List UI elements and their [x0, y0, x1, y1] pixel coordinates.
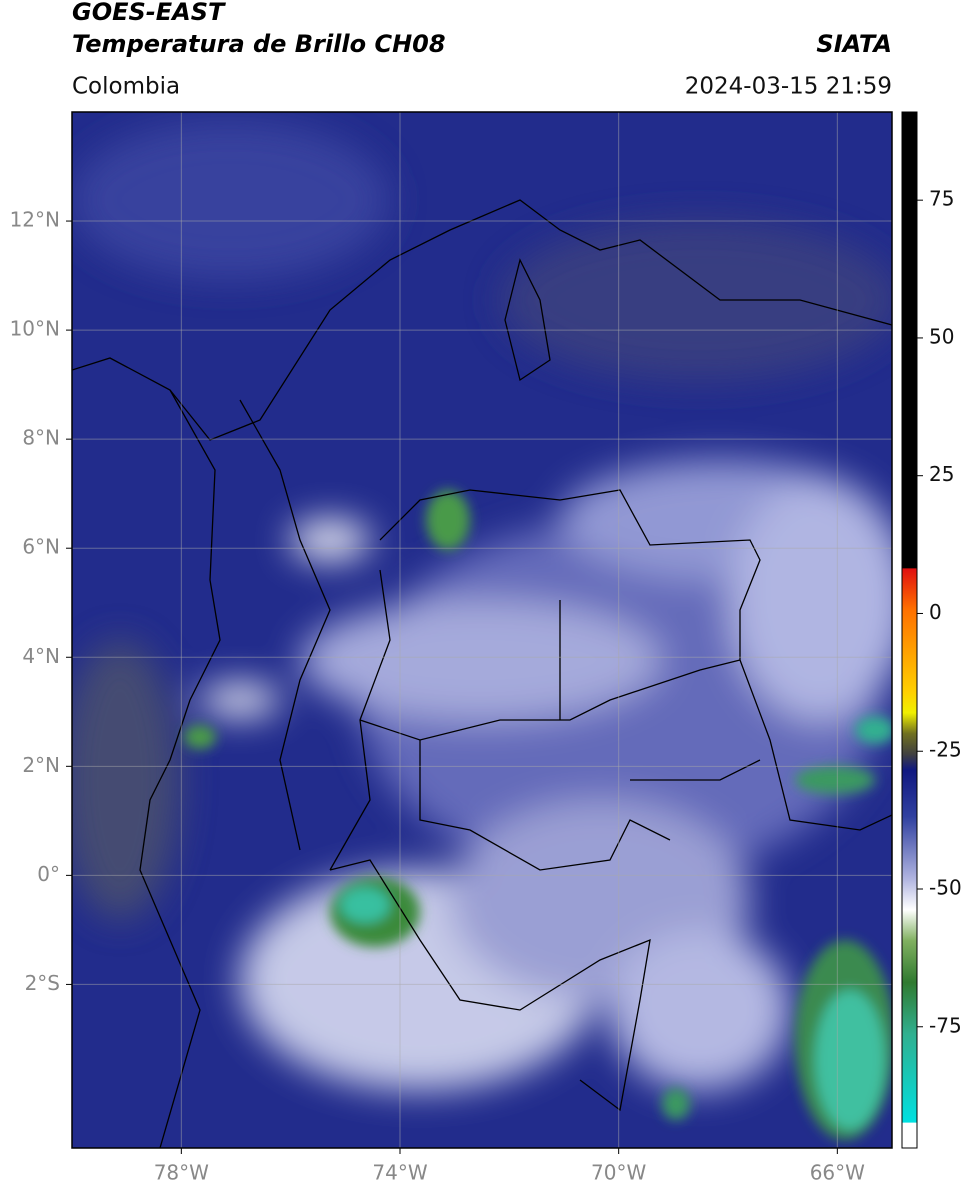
- x-tick-label: 66°W: [810, 1161, 865, 1185]
- x-tick-label: 70°W: [591, 1161, 646, 1185]
- title: GOES-EAST: [72, 0, 226, 26]
- y-tick-label: 6°N: [22, 535, 60, 559]
- colorbar-tick-label: 0: [929, 600, 942, 624]
- region: Colombia: [72, 74, 180, 100]
- colorbar-tick-label: 50: [929, 324, 954, 348]
- colorbar-tick-label: -25: [929, 738, 962, 762]
- colorbar-tick-label: 25: [929, 462, 954, 486]
- y-tick-label: 10°N: [10, 317, 60, 341]
- y-tick-label: 12°N: [10, 208, 60, 232]
- x-tick-label: 78°W: [154, 1161, 209, 1185]
- colorbar-tick-label: -75: [929, 1013, 962, 1037]
- source: SIATA: [816, 30, 892, 58]
- y-tick-label: 2°S: [25, 971, 60, 995]
- y-tick-label: 8°N: [22, 426, 60, 450]
- x-tick-label: 74°W: [372, 1161, 427, 1185]
- colorbar-tick-label: 75: [929, 187, 954, 211]
- y-tick-label: 2°N: [22, 753, 60, 777]
- y-tick-label: 4°N: [22, 644, 60, 668]
- colorbar: [901, 111, 918, 1149]
- satellite-image: [72, 112, 892, 1148]
- y-tick-label: 0°: [37, 862, 60, 886]
- timestamp: 2024-03-15 21:59: [685, 74, 892, 100]
- map-frame: [71, 111, 893, 1149]
- subtitle: Temperatura de Brillo CH08: [72, 30, 446, 58]
- colorbar-tick-label: -50: [929, 876, 962, 900]
